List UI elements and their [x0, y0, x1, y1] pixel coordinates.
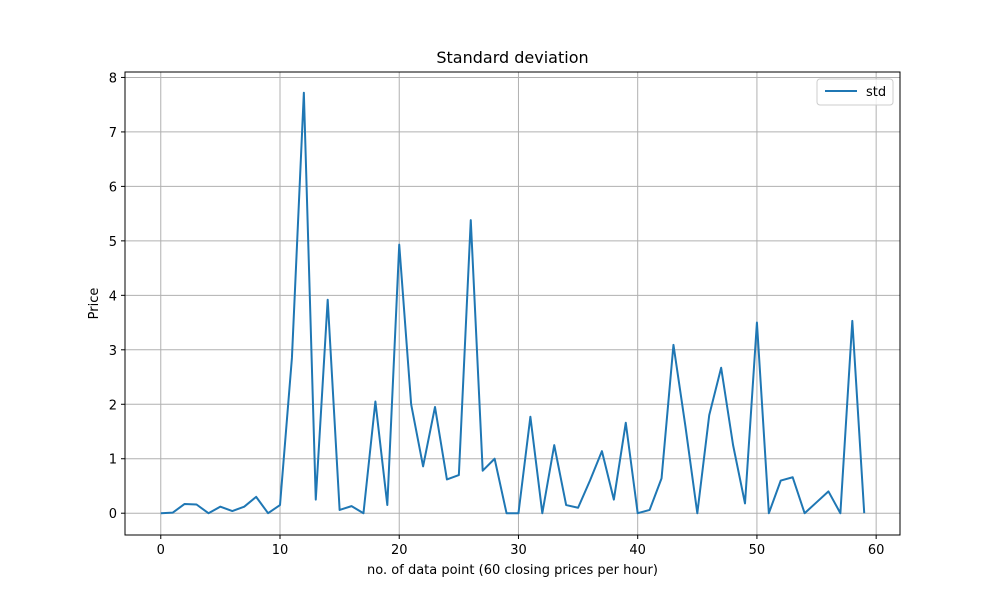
- x-tick-label: 30: [510, 543, 527, 558]
- y-tick-label: 7: [109, 126, 117, 141]
- series-line-group: [160, 91, 866, 515]
- y-tick-label: 1: [109, 453, 117, 468]
- x-tick-label: 0: [157, 543, 165, 558]
- x-tick-label: 40: [629, 543, 646, 558]
- x-tick-label: 50: [749, 543, 766, 558]
- y-tick-label: 2: [109, 398, 117, 413]
- y-tick-label: 3: [109, 344, 117, 359]
- y-tick-label: 8: [109, 71, 117, 86]
- x-tick-label: 10: [272, 543, 289, 558]
- x-axis-ticks: 0 10 20 30 40 50 60: [157, 535, 885, 558]
- series-line-std: [160, 91, 866, 515]
- x-axis-label: no. of data point (60 closing prices per…: [367, 563, 658, 578]
- legend-label-std: std: [866, 85, 886, 100]
- y-tick-label: 5: [109, 235, 117, 250]
- x-tick-label: 20: [391, 543, 408, 558]
- x-tick-label: 60: [868, 543, 885, 558]
- chart-title: Standard deviation: [436, 48, 588, 67]
- y-axis-label: Price: [87, 288, 102, 320]
- plot-frame: [124, 71, 901, 536]
- y-tick-label: 4: [109, 289, 117, 304]
- y-axis-ticks: 0 1 2 3 4 5 6 7 8: [109, 71, 125, 522]
- y-tick-label: 0: [109, 507, 117, 522]
- legend: std: [816, 78, 894, 106]
- y-tick-label: 6: [109, 180, 117, 195]
- grid: [125, 72, 900, 535]
